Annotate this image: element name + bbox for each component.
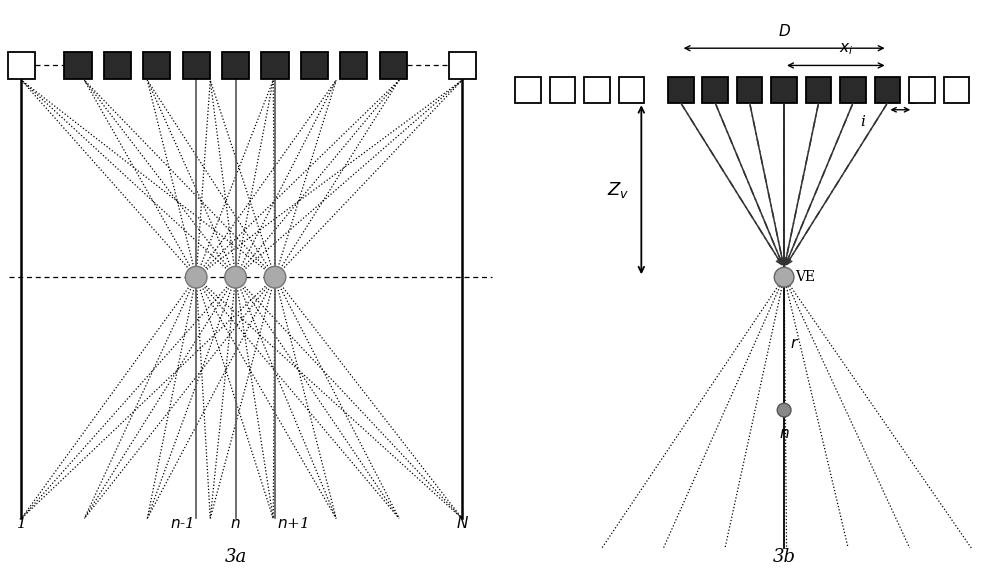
Text: $n$+1: $n$+1	[277, 515, 309, 531]
Text: i: i	[860, 115, 865, 129]
Bar	[143, 52, 170, 79]
Text: 3a: 3a	[224, 548, 247, 566]
Bar	[8, 52, 35, 79]
Bar	[449, 52, 476, 79]
Bar	[261, 52, 289, 79]
Text: $Z_v$: $Z_v$	[607, 180, 629, 200]
Bar	[909, 77, 935, 103]
Text: 1: 1	[17, 517, 26, 531]
Text: $n$: $n$	[779, 427, 789, 441]
Bar	[515, 77, 541, 103]
Bar	[619, 77, 644, 103]
Bar	[380, 52, 407, 79]
Text: $D$: $D$	[778, 24, 791, 40]
Circle shape	[774, 267, 794, 287]
Bar	[183, 52, 210, 79]
Bar	[702, 77, 728, 103]
Bar	[222, 52, 249, 79]
Text: VE: VE	[795, 270, 815, 284]
Text: $x_i$: $x_i$	[839, 41, 853, 57]
Bar	[875, 77, 900, 103]
Bar	[668, 77, 694, 103]
Bar	[104, 52, 131, 79]
Circle shape	[777, 403, 791, 417]
Text: $d$: $d$	[907, 91, 918, 107]
Bar	[737, 77, 762, 103]
Text: $r$: $r$	[790, 336, 799, 351]
Bar	[806, 77, 831, 103]
Bar	[944, 77, 969, 103]
Bar	[840, 77, 866, 103]
Circle shape	[185, 266, 207, 288]
Circle shape	[264, 266, 286, 288]
Text: $n$: $n$	[230, 517, 241, 531]
Bar	[771, 77, 797, 103]
Circle shape	[225, 266, 246, 288]
Bar	[301, 52, 328, 79]
Text: 3b: 3b	[773, 548, 796, 566]
Bar	[584, 77, 610, 103]
Bar	[550, 77, 575, 103]
Text: $N$: $N$	[456, 515, 469, 531]
Text: $n$-1: $n$-1	[170, 515, 194, 531]
Bar	[64, 52, 92, 79]
Bar	[340, 52, 367, 79]
